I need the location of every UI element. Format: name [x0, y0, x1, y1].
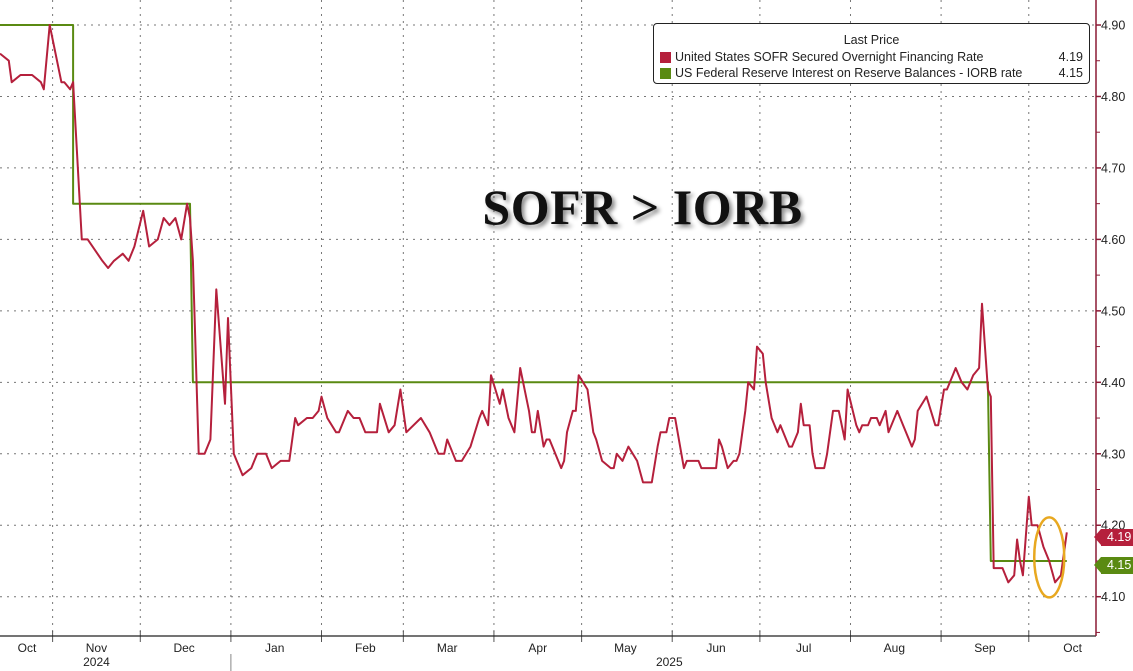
x-month-label: Jul [796, 641, 811, 655]
legend: Last Price United States SOFR Secured Ov… [653, 23, 1090, 84]
x-month-label: Dec [173, 641, 194, 655]
y-tick-label: 4.70 [1101, 161, 1125, 175]
legend-swatch-iorb [660, 67, 671, 79]
legend-value-iorb: 4.15 [1058, 66, 1083, 80]
series-line-sofr [0, 24, 1068, 584]
x-year-label: 2025 [656, 655, 683, 669]
y-tick-label: 4.90 [1101, 19, 1125, 33]
last-value-tag-sofr: 4.19 [1093, 529, 1133, 546]
x-month-label: Apr [528, 641, 547, 655]
x-month-label: Mar [437, 641, 458, 655]
legend-entry-iorb: US Federal Reserve Interest on Reserve B… [660, 65, 1083, 81]
x-month-label: Nov [86, 641, 107, 655]
x-month-label: Aug [884, 641, 905, 655]
y-tick-label: 4.40 [1101, 376, 1125, 390]
x-month-label: Jan [265, 641, 284, 655]
x-month-label: Oct [1063, 641, 1082, 655]
last-value-tag-iorb: 4.15 [1093, 557, 1133, 574]
y-tick-label: 4.10 [1101, 590, 1125, 604]
legend-swatch-sofr [660, 51, 671, 63]
x-year-label: 2024 [83, 655, 110, 669]
legend-entry-sofr: United States SOFR Secured Overnight Fin… [660, 49, 1083, 65]
x-month-label: Jun [706, 641, 725, 655]
y-tick-label: 4.60 [1101, 233, 1125, 247]
y-tick-label: 4.30 [1101, 447, 1125, 461]
x-month-label: May [614, 641, 637, 655]
highlight-ellipse [1032, 516, 1066, 599]
chart-annotation-headline: SOFR > IORB [482, 179, 803, 235]
y-tick-label: 4.50 [1101, 304, 1125, 318]
legend-value-sofr: 4.19 [1058, 50, 1083, 64]
x-month-label: Oct [18, 641, 37, 655]
series-line-iorb [0, 24, 1067, 562]
y-tick-label: 4.80 [1101, 90, 1125, 104]
legend-label-iorb: US Federal Reserve Interest on Reserve B… [675, 66, 1023, 80]
x-month-label: Sep [974, 641, 996, 655]
legend-label-sofr: United States SOFR Secured Overnight Fin… [675, 50, 984, 64]
legend-title: Last Price [843, 33, 900, 47]
x-month-label: Feb [355, 641, 376, 655]
